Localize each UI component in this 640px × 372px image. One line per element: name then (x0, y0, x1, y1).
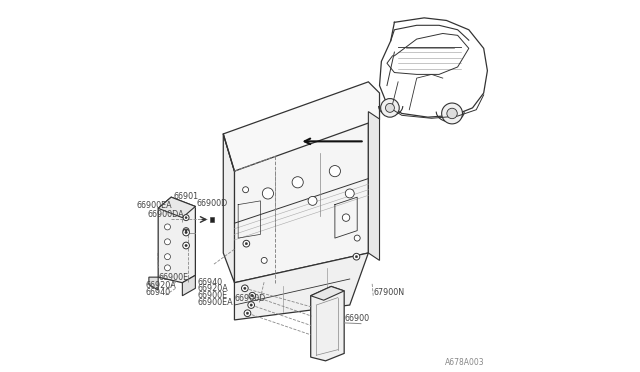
Polygon shape (223, 82, 380, 171)
Text: 66900E: 66900E (198, 291, 228, 300)
Circle shape (164, 265, 170, 271)
Circle shape (442, 103, 463, 124)
Polygon shape (223, 134, 234, 283)
Polygon shape (158, 197, 195, 218)
Bar (210, 217, 214, 222)
Circle shape (243, 187, 248, 193)
Text: A678A003: A678A003 (445, 357, 484, 366)
Circle shape (355, 256, 358, 258)
Polygon shape (149, 277, 158, 290)
Circle shape (183, 242, 189, 249)
Text: 66920A: 66920A (146, 281, 177, 290)
Circle shape (241, 285, 248, 292)
Circle shape (381, 99, 399, 117)
Text: 66901: 66901 (173, 192, 198, 201)
Circle shape (245, 243, 248, 245)
Polygon shape (234, 253, 369, 320)
Circle shape (244, 287, 246, 289)
Circle shape (249, 292, 255, 299)
Circle shape (330, 166, 340, 177)
Circle shape (308, 196, 317, 205)
Circle shape (183, 229, 189, 236)
Circle shape (248, 302, 255, 308)
Text: 66900EA: 66900EA (198, 298, 234, 307)
Text: 66940: 66940 (146, 288, 171, 297)
Polygon shape (369, 112, 380, 260)
Circle shape (385, 103, 394, 112)
Circle shape (251, 295, 253, 297)
Circle shape (185, 231, 188, 234)
Circle shape (246, 312, 248, 314)
Circle shape (354, 235, 360, 241)
Text: 66900D: 66900D (234, 294, 266, 302)
Text: 66900DA: 66900DA (147, 210, 184, 219)
Text: 66920A: 66920A (198, 284, 228, 293)
Circle shape (164, 239, 170, 245)
Text: 66900D: 66900D (196, 199, 228, 208)
Circle shape (447, 108, 457, 119)
Circle shape (183, 215, 189, 221)
Polygon shape (158, 197, 195, 283)
Circle shape (346, 189, 354, 198)
Polygon shape (310, 286, 344, 300)
Circle shape (250, 304, 252, 306)
Circle shape (243, 240, 250, 247)
Circle shape (185, 244, 188, 247)
Circle shape (292, 177, 303, 188)
Circle shape (185, 217, 187, 219)
Circle shape (244, 310, 251, 317)
Circle shape (185, 230, 187, 232)
Polygon shape (310, 286, 344, 361)
Circle shape (353, 253, 360, 260)
Circle shape (183, 228, 189, 234)
Polygon shape (234, 112, 369, 283)
Text: 66900EA: 66900EA (137, 201, 173, 209)
Text: 66940: 66940 (198, 278, 223, 286)
Circle shape (261, 257, 267, 263)
Text: 66900E: 66900E (158, 273, 188, 282)
Circle shape (164, 254, 170, 260)
Circle shape (262, 188, 273, 199)
Text: 66900: 66900 (344, 314, 369, 323)
Circle shape (342, 214, 349, 221)
Text: 67900N: 67900N (374, 288, 405, 297)
Circle shape (164, 224, 170, 230)
Polygon shape (182, 275, 195, 296)
